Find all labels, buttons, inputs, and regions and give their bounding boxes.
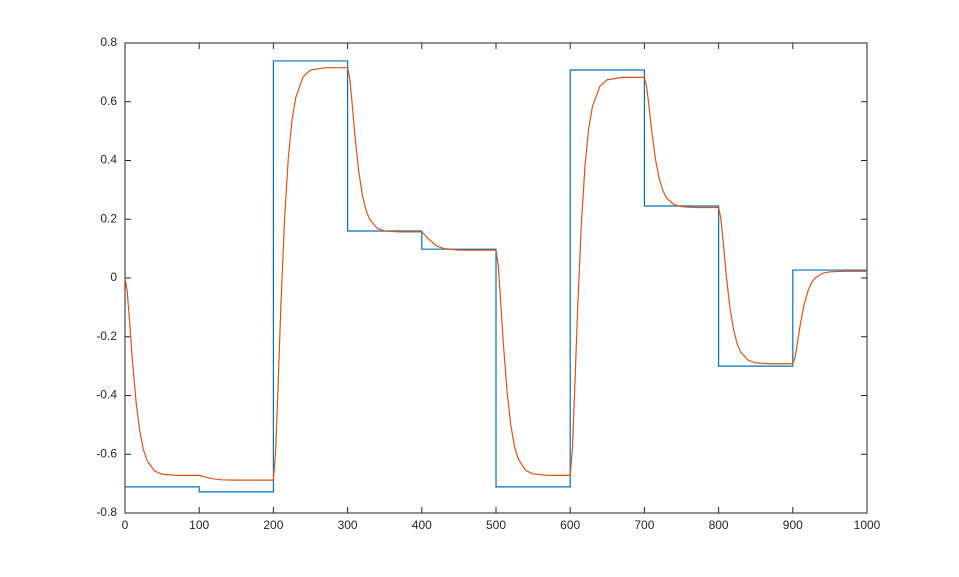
y-tick-label: -0.4 <box>96 388 117 402</box>
y-tick-label: 0.6 <box>100 94 117 108</box>
x-tick-label: 600 <box>560 518 580 532</box>
y-tick-label: 0.2 <box>100 211 117 225</box>
line-series <box>125 60 867 493</box>
x-tick-label: 800 <box>709 518 729 532</box>
y-tick-label: -0.2 <box>96 329 117 343</box>
x-tick-label: 700 <box>634 518 654 532</box>
y-tick-label: 0 <box>110 270 117 284</box>
y-tick-label: -0.6 <box>96 446 117 460</box>
x-tick-label: 0 <box>122 518 129 532</box>
x-tick-label: 900 <box>783 518 803 532</box>
x-tick-label: 200 <box>263 518 283 532</box>
y-tick-label: 0.8 <box>100 35 117 49</box>
x-tick-label: 100 <box>189 518 209 532</box>
x-tick-label: 300 <box>338 518 358 532</box>
x-tick-label: 400 <box>412 518 432 532</box>
line-series <box>124 67 867 481</box>
x-tick-label: 1000 <box>854 518 881 532</box>
x-tick-label: 500 <box>486 518 506 532</box>
y-tick-label: -0.8 <box>96 505 117 519</box>
y-tick-label: 0.4 <box>100 153 117 167</box>
